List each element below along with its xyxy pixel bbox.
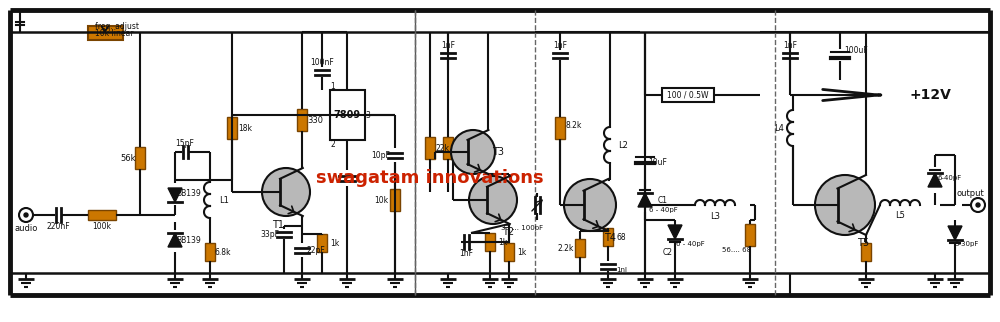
Bar — [88, 26, 123, 40]
Text: 56k: 56k — [120, 154, 136, 163]
Bar — [861, 243, 871, 261]
Circle shape — [469, 176, 517, 224]
Text: 1nF: 1nF — [553, 41, 567, 50]
Circle shape — [19, 208, 33, 222]
Bar — [317, 234, 327, 252]
Text: freq. adjust: freq. adjust — [95, 22, 139, 31]
Bar — [443, 137, 453, 159]
Bar — [504, 243, 514, 261]
Text: 3: 3 — [366, 110, 370, 119]
Text: T4: T4 — [604, 233, 616, 243]
Text: 18k: 18k — [238, 124, 252, 132]
Text: C1: C1 — [658, 195, 668, 204]
Bar — [205, 243, 215, 261]
Text: T3: T3 — [492, 147, 504, 157]
Text: +12V: +12V — [909, 88, 951, 102]
Text: L1: L1 — [219, 195, 229, 204]
Bar — [555, 117, 565, 139]
Text: 68: 68 — [616, 232, 626, 242]
Polygon shape — [668, 225, 682, 239]
Bar — [330, 90, 365, 140]
Text: 1k: 1k — [456, 144, 466, 153]
Text: 6 - 40pF: 6 - 40pF — [649, 207, 677, 213]
Bar — [485, 233, 495, 251]
Text: T2: T2 — [502, 227, 514, 237]
Text: 8.2k: 8.2k — [566, 120, 582, 129]
Text: 220nF: 220nF — [46, 222, 70, 231]
Polygon shape — [638, 193, 652, 207]
Circle shape — [976, 203, 980, 207]
Circle shape — [451, 130, 495, 174]
Text: 33 ... 100pF: 33 ... 100pF — [501, 225, 543, 231]
Circle shape — [971, 198, 985, 212]
Text: 56.... 68: 56.... 68 — [722, 247, 752, 253]
Text: 1nI: 1nI — [616, 267, 628, 273]
Text: T1: T1 — [272, 220, 284, 230]
Text: 22k: 22k — [436, 144, 450, 153]
Circle shape — [24, 213, 28, 217]
Text: 33pF: 33pF — [260, 230, 280, 239]
Text: T5: T5 — [857, 238, 869, 248]
Text: 100 / 0.5W: 100 / 0.5W — [667, 90, 709, 99]
Circle shape — [815, 175, 875, 235]
Text: 15pF: 15pF — [176, 138, 194, 147]
Bar — [297, 109, 307, 131]
Text: 3-30pF: 3-30pF — [955, 241, 979, 247]
Text: C2: C2 — [663, 248, 673, 257]
Text: L3: L3 — [710, 212, 720, 221]
Text: 6-40pF: 6-40pF — [938, 175, 962, 181]
Bar — [603, 228, 613, 246]
Text: 7809: 7809 — [333, 110, 361, 120]
Bar — [135, 147, 145, 169]
Text: 10k: 10k — [374, 195, 388, 204]
Text: swagatam innovations: swagatam innovations — [316, 169, 544, 187]
Text: 2.2k: 2.2k — [558, 243, 574, 252]
Text: BB139: BB139 — [177, 188, 201, 197]
Bar — [575, 239, 585, 257]
Text: 2: 2 — [331, 139, 335, 148]
Polygon shape — [168, 233, 182, 247]
Text: 100nF: 100nF — [310, 58, 334, 67]
Text: 6.8k: 6.8k — [215, 248, 231, 257]
Circle shape — [564, 179, 616, 231]
Bar — [662, 88, 714, 102]
Text: 22pF: 22pF — [307, 245, 325, 254]
Text: 100k: 100k — [92, 222, 112, 231]
Text: 1k: 1k — [330, 239, 340, 248]
Text: L5: L5 — [895, 211, 905, 220]
Text: 330: 330 — [307, 116, 323, 125]
Bar — [227, 117, 237, 139]
Text: 1k: 1k — [498, 238, 508, 247]
Text: BB139: BB139 — [177, 235, 201, 244]
Text: 10k linear: 10k linear — [95, 29, 134, 38]
Polygon shape — [948, 226, 962, 240]
Text: 1k: 1k — [517, 248, 527, 257]
Bar — [425, 137, 435, 159]
Text: 6 - 40pF: 6 - 40pF — [676, 241, 704, 247]
Polygon shape — [168, 188, 182, 202]
Text: 10uF: 10uF — [649, 157, 667, 166]
Text: 1nF: 1nF — [459, 250, 473, 259]
Text: 100uF: 100uF — [844, 45, 868, 54]
Text: 1: 1 — [331, 81, 335, 90]
Circle shape — [262, 168, 310, 216]
Text: L2: L2 — [618, 140, 628, 149]
Text: 1nF: 1nF — [441, 41, 455, 50]
Text: 1nF: 1nF — [783, 41, 797, 50]
Text: output: output — [956, 188, 984, 197]
Bar — [745, 224, 755, 246]
Text: audio: audio — [14, 223, 38, 232]
Bar — [88, 210, 116, 220]
Text: 10pF: 10pF — [372, 150, 390, 159]
Text: L4: L4 — [774, 124, 784, 132]
Polygon shape — [928, 173, 942, 187]
Bar — [390, 189, 400, 211]
